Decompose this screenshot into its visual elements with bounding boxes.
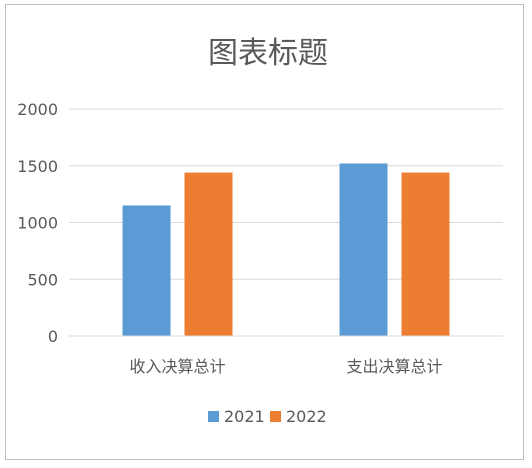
y-axis-tick-labels: 0 500 1000 1500 2000	[17, 100, 58, 346]
legend-label: 2021	[224, 407, 265, 426]
bars	[122, 163, 450, 336]
bar-2021-1	[339, 163, 388, 336]
legend-swatch-2022	[270, 411, 281, 422]
legend-swatch-2021	[208, 411, 219, 422]
bar-2022-0	[184, 172, 233, 336]
y-tick-label: 0	[48, 327, 58, 346]
chart-title: 图表标题	[208, 36, 328, 71]
legend: 2021 2022	[208, 407, 327, 426]
bar-2021-0	[122, 205, 171, 336]
x-axis-category-labels: 收入决算总计 支出决算总计	[129, 357, 442, 376]
y-tick-label: 1500	[17, 157, 58, 176]
bar-2022-1	[401, 172, 450, 336]
x-category-label: 收入决算总计	[129, 357, 225, 376]
y-tick-label: 2000	[17, 100, 58, 119]
y-tick-label: 1000	[17, 214, 58, 233]
x-category-label: 支出决算总计	[346, 357, 442, 376]
y-tick-label: 500	[27, 270, 58, 289]
chart-area: 图表标题 0 500 1000 1500 2000 收入决算总计 支出决算总计 2021 2…	[5, 4, 524, 460]
legend-label: 2022	[286, 407, 327, 426]
